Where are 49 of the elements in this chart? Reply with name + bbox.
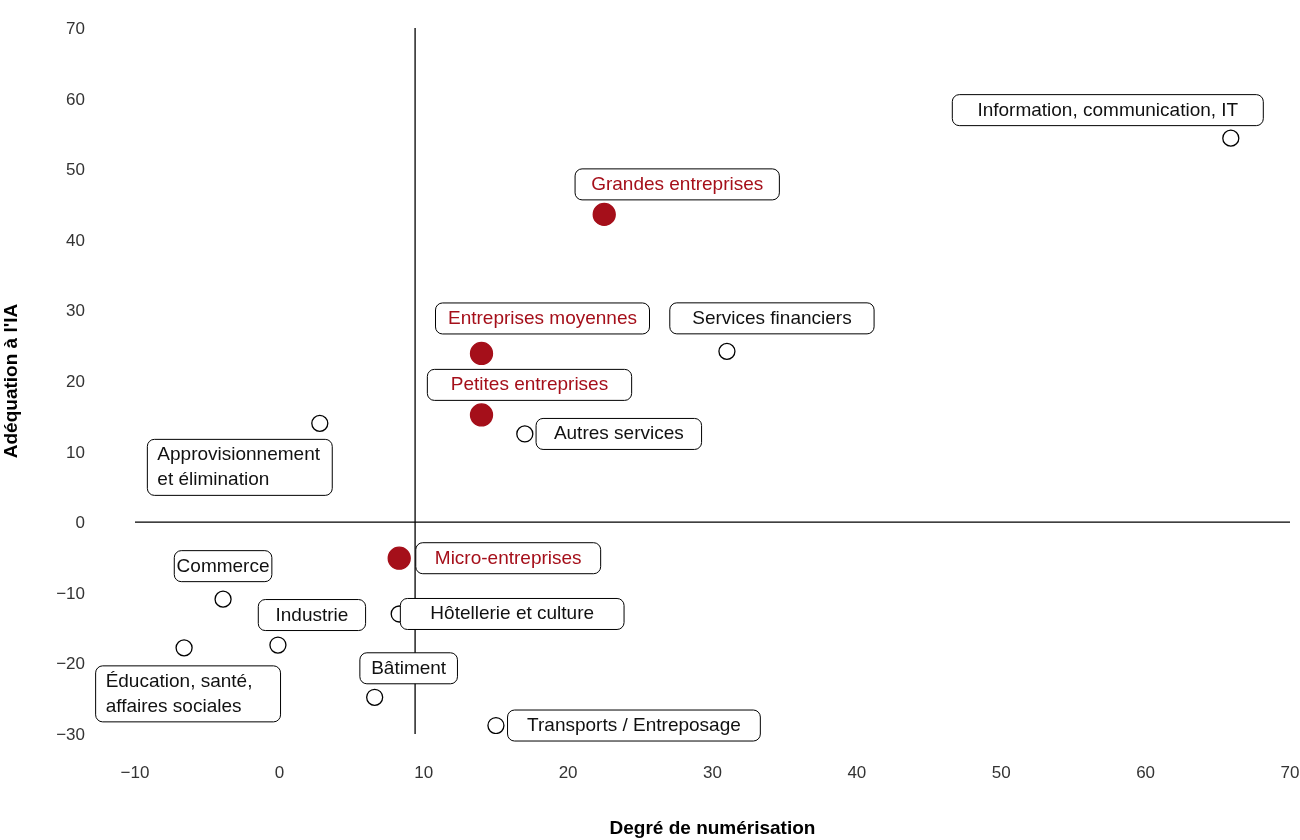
data-label: Commerce (176, 554, 270, 576)
data-label: Industrie (275, 603, 349, 625)
x-tick-label: 10 (414, 763, 434, 783)
data-label: Approvisionnement et élimination (157, 443, 321, 490)
point (487, 716, 505, 734)
x-tick-label: 40 (847, 763, 867, 783)
point (469, 341, 494, 366)
y-tick-label: 70 (66, 19, 85, 39)
point (366, 688, 384, 706)
y-tick-label: −30 (56, 725, 85, 745)
x-tick-label: 20 (558, 763, 578, 783)
data-label: Éducation, santé, affaires sociales (105, 669, 253, 716)
data-label: Entreprises moyennes (447, 306, 638, 328)
point (1222, 129, 1240, 147)
data-label: Micro-entreprises (434, 546, 582, 568)
point (269, 636, 287, 654)
data-label: Hôtellerie et culture (430, 602, 595, 624)
x-tick-label: 30 (703, 763, 722, 783)
data-label: Transports / Entreposage (527, 714, 741, 736)
y-tick-label: 0 (75, 513, 85, 533)
x-tick-label: 50 (991, 763, 1011, 783)
point (469, 403, 494, 427)
point (592, 202, 616, 227)
x-axis-title: Degré de numérisation (609, 817, 816, 838)
y-tick-label: 50 (66, 160, 85, 180)
x-tick-label: 70 (1280, 763, 1300, 783)
y-tick-label: −20 (56, 654, 85, 674)
point (387, 546, 411, 570)
x-tick-label: 60 (1136, 763, 1156, 783)
data-label: Information, communication, IT (977, 98, 1239, 120)
y-tick-label: 40 (66, 230, 85, 250)
point (311, 414, 329, 433)
y-tick-label: −10 (56, 583, 85, 603)
data-label: Grandes entreprises (591, 172, 764, 194)
point (214, 590, 232, 608)
data-label: Autres services (553, 422, 684, 444)
x-tick-label: −10 (120, 763, 150, 783)
data-label: Petites entreprises (450, 373, 609, 395)
point (175, 639, 193, 657)
y-axis-title: Adéquation à l'IA (0, 303, 21, 459)
y-tick-label: 20 (66, 372, 85, 392)
y-tick-label: 60 (66, 89, 85, 109)
y-tick-label: 30 (66, 301, 85, 321)
data-label: Bâtiment (371, 656, 447, 678)
x-tick-label: 0 (274, 763, 285, 783)
point (516, 425, 534, 443)
data-label: Services financiers (692, 306, 852, 328)
y-tick-label: 10 (66, 442, 85, 462)
point (718, 342, 736, 360)
